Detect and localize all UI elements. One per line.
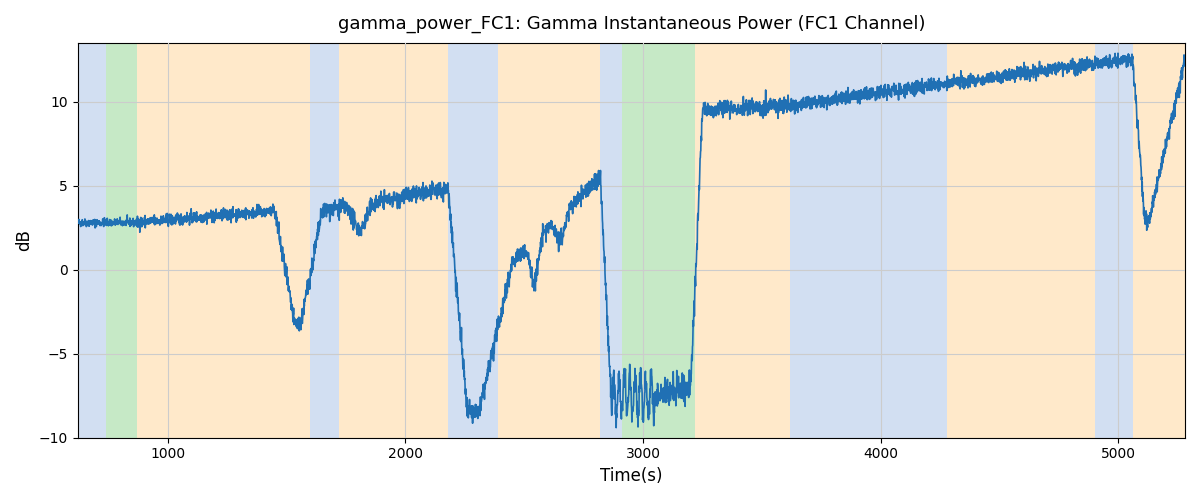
Title: gamma_power_FC1: Gamma Instantaneous Power (FC1 Channel): gamma_power_FC1: Gamma Instantaneous Pow… [337,15,925,34]
X-axis label: Time(s): Time(s) [600,467,662,485]
Y-axis label: dB: dB [14,230,34,251]
Bar [791,43,947,438]
Bar [622,43,696,438]
Bar [498,43,600,438]
Bar [78,43,106,438]
Bar [947,43,1094,438]
Bar [449,43,498,438]
Bar [137,43,311,438]
Bar [338,43,449,438]
Bar [1133,43,1186,438]
Bar [1094,43,1133,438]
Bar [106,43,137,438]
Bar [696,43,791,438]
Bar [600,43,622,438]
Bar [311,43,338,438]
